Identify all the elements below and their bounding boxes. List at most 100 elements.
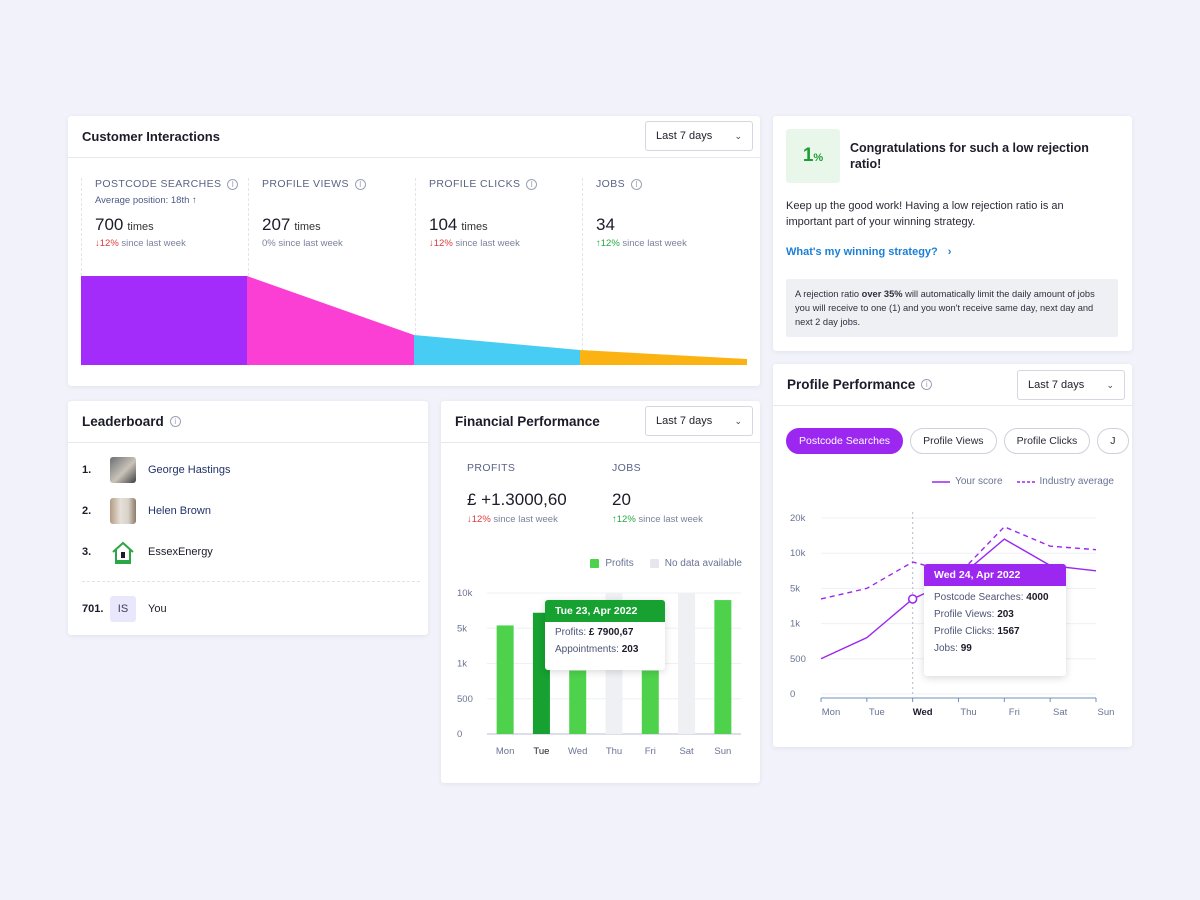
leaderboard-card: Leaderboard i 1. George Hastings 2. Helen… xyxy=(68,401,428,635)
metric-tabs: Postcode Searches Profile Views Profile … xyxy=(786,428,1129,454)
financial-legend: Profits No data available xyxy=(590,558,742,569)
info-icon[interactable]: i xyxy=(921,379,933,390)
jobs-delta: ↑12% since last week xyxy=(612,514,703,525)
tooltip-value: 203 xyxy=(997,609,1014,620)
stat-value: 34 xyxy=(596,215,615,234)
delta-text: since last week xyxy=(278,238,343,249)
tab-postcode-searches[interactable]: Postcode Searches xyxy=(786,428,904,454)
x-tick-label: Sun xyxy=(1098,707,1115,718)
customer-interactions-range-select[interactable]: Last 7 days ⌄ xyxy=(645,121,753,151)
leaderboard-header: Leaderboard i xyxy=(68,401,428,443)
leaderboard-me-row[interactable]: 701. IS You xyxy=(82,596,414,622)
leaderboard-rank: 701. xyxy=(82,603,104,615)
arrow-up-icon: ↑ xyxy=(612,514,617,525)
tooltip-label: Appointments: xyxy=(555,644,619,655)
jobs-label: JOBS xyxy=(612,462,642,474)
leaderboard-title: Leaderboard i xyxy=(82,414,181,429)
tab-profile-views[interactable]: Profile Views xyxy=(910,428,997,454)
profile-performance-header: Profile Performance i Last 7 days ⌄ xyxy=(773,364,1132,406)
y-tick-label: 0 xyxy=(790,689,795,700)
info-icon[interactable]: i xyxy=(526,178,538,190)
leaderboard-title-text: Leaderboard xyxy=(82,414,164,429)
stat-sub: Average position: 18th ↑ xyxy=(95,195,197,206)
tooltip-value: 4000 xyxy=(1026,592,1049,603)
legend-profits: Profits xyxy=(590,558,634,569)
financial-title: Financial Performance xyxy=(455,414,600,429)
leaderboard-row[interactable]: 3. EssexEnergy xyxy=(82,539,414,565)
tooltip-row: Profile Views: 203 xyxy=(924,603,1066,620)
profile-performance-title-text: Profile Performance xyxy=(787,377,916,392)
leaderboard-name: EssexEnergy xyxy=(148,546,213,558)
profile-range-select[interactable]: Last 7 days ⌄ xyxy=(1017,370,1125,400)
tab-profile-clicks[interactable]: Profile Clicks xyxy=(1003,428,1091,454)
x-tick-label: Tue xyxy=(533,746,549,757)
legend-swatch xyxy=(649,559,659,568)
tooltip-row: Jobs: 99 xyxy=(924,637,1066,654)
profit-bar[interactable] xyxy=(496,625,514,734)
stat-value: 104 xyxy=(429,215,458,234)
stat-column: PROFILE VIEWS i 207 times 0% since last we… xyxy=(248,178,415,366)
y-tick-label: 20k xyxy=(790,513,806,524)
x-tick-label: Wed xyxy=(913,707,933,718)
rejection-note: A rejection ratio over 35% will automati… xyxy=(786,279,1118,337)
tooltip-value: £ 7900,67 xyxy=(588,627,634,638)
x-tick-label: Fri xyxy=(1009,707,1020,718)
tooltip-label: Profile Views: xyxy=(934,609,995,620)
y-tick-label: 0 xyxy=(457,729,462,740)
legend-average-label: Industry average xyxy=(1039,476,1115,487)
stat-value: 700 xyxy=(95,215,124,234)
note-bold: over 35% xyxy=(861,289,903,299)
stat-label: JOBS i xyxy=(596,178,749,190)
rejection-ratio-card: 1% Congratulations for such a low reject… xyxy=(773,116,1132,351)
stat-label-text: JOBS xyxy=(596,178,626,190)
tooltip-rows: Postcode Searches: 4000 Profile Views: 20… xyxy=(924,586,1066,654)
stat-value: 207 xyxy=(262,215,291,234)
tooltip-label: Profits: xyxy=(555,627,587,638)
leaderboard-name: Helen Brown xyxy=(148,505,211,517)
customer-interactions-card: Customer Interactions Last 7 days ⌄ POST… xyxy=(68,116,760,386)
financial-performance-card: Financial Performance Last 7 days ⌄ PROF… xyxy=(441,401,760,783)
funnel-segment xyxy=(81,276,247,365)
chevron-down-icon: ⌄ xyxy=(734,130,742,141)
note-pre: A rejection ratio xyxy=(795,289,862,299)
delta-arrow-icon: ↓ xyxy=(95,238,100,249)
winning-strategy-link[interactable]: What's my winning strategy? › xyxy=(786,246,951,258)
delta-text: since last week xyxy=(121,238,186,249)
tab-jobs[interactable]: J xyxy=(1097,428,1129,454)
profit-bar[interactable] xyxy=(714,600,732,734)
x-tick-label: Fri xyxy=(645,746,656,757)
stat-column: JOBS i 34 ↑12% since last week xyxy=(582,178,749,366)
funnel-segment xyxy=(414,335,580,365)
info-icon[interactable]: i xyxy=(631,178,643,190)
financial-range-select[interactable]: Last 7 days ⌄ xyxy=(645,406,753,436)
leaderboard-row[interactable]: 1. George Hastings xyxy=(82,457,414,483)
info-icon[interactable]: i xyxy=(354,178,366,190)
jobs-value: 20 xyxy=(612,490,631,509)
interaction-funnel-chart xyxy=(81,276,747,365)
chevron-down-icon: ⌄ xyxy=(734,415,742,426)
tooltip-label: Profile Clicks: xyxy=(934,626,995,637)
stat-value-row: 207 times xyxy=(262,215,415,235)
tooltip-appointments: Appointments: 203 xyxy=(545,638,665,655)
y-tick-label: 500 xyxy=(790,654,806,665)
profit-bar[interactable] xyxy=(641,670,659,734)
profile-performance-title: Profile Performance i xyxy=(787,377,933,392)
stat-label: POSTCODE SEARCHES i xyxy=(95,178,248,190)
delta-pct: 12% xyxy=(99,238,119,249)
rejection-body: Keep up the good work! Having a low reje… xyxy=(786,200,1064,228)
hover-point[interactable] xyxy=(907,594,918,604)
delta-arrow-icon: ↑ xyxy=(596,238,601,249)
legend-score: Your score xyxy=(932,476,1003,487)
financial-header: Financial Performance Last 7 days ⌄ xyxy=(441,401,760,443)
leaderboard-row[interactable]: 2. Helen Brown xyxy=(82,498,414,524)
x-tick-label: Wed xyxy=(568,746,587,757)
info-icon[interactable]: i xyxy=(227,178,239,190)
y-tick-label: 10k xyxy=(457,588,473,599)
legend-solid-line xyxy=(932,480,951,483)
customer-interactions-header: Customer Interactions Last 7 days ⌄ xyxy=(68,116,760,158)
stat-label-text: PROFILE VIEWS xyxy=(262,178,349,190)
info-icon[interactable]: i xyxy=(169,416,181,427)
profit-bar[interactable] xyxy=(569,670,587,734)
stat-column: POSTCODE SEARCHES i Average position: 18t… xyxy=(81,178,248,366)
leaderboard-divider xyxy=(82,581,420,582)
